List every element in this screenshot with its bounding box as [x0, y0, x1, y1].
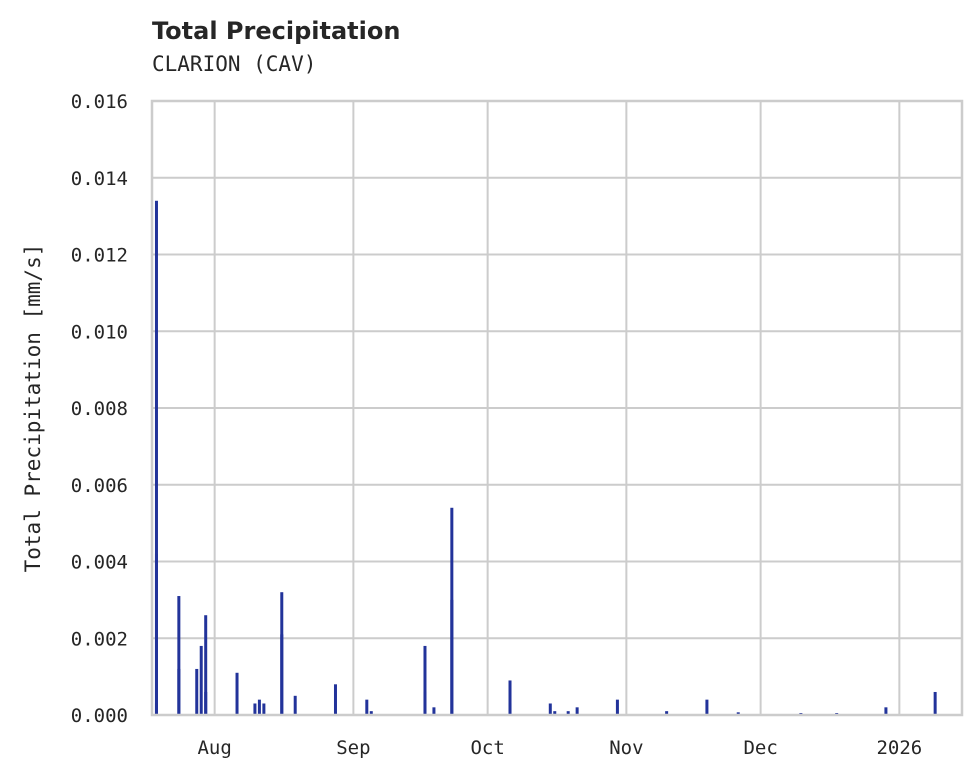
- precip-bar: [235, 672, 239, 715]
- y-tick-label: 0.000: [71, 705, 128, 727]
- precip-bar: [508, 680, 512, 715]
- precip-bar: [257, 699, 261, 715]
- precip-bar: [365, 699, 369, 715]
- precip-bar: [665, 711, 669, 715]
- x-tick-label: Aug: [197, 737, 231, 759]
- precip-bar: [736, 712, 740, 715]
- precip-bar: [195, 668, 199, 715]
- x-tick-label: Dec: [743, 737, 777, 759]
- precip-bar: [423, 645, 427, 715]
- data-series: [154, 200, 937, 715]
- precip-bar: [199, 645, 203, 715]
- precip-bar: [262, 703, 266, 715]
- precip-bar: [204, 615, 208, 715]
- y-tick-label: 0.012: [71, 245, 128, 267]
- precip-bar: [154, 553, 158, 715]
- plot-frame: [150, 99, 964, 717]
- precip-bar: [508, 703, 512, 715]
- precip-bar: [615, 699, 619, 715]
- precip-bar: [450, 599, 454, 715]
- precip-bar: [575, 707, 579, 715]
- precip-bar: [280, 634, 284, 715]
- precip-bar: [884, 707, 888, 715]
- precip-bar: [154, 200, 158, 715]
- x-tick-label: Sep: [336, 737, 370, 759]
- y-tick-label: 0.016: [71, 91, 128, 113]
- precip-bar: [253, 703, 257, 715]
- precip-bar: [177, 668, 181, 715]
- precip-bar: [423, 691, 427, 715]
- y-tick-label: 0.008: [71, 398, 128, 420]
- chart-subtitle: CLARION (CAV): [152, 52, 317, 76]
- y-tick-label: 0.014: [71, 168, 128, 190]
- precip-bar: [177, 596, 181, 715]
- x-axis-ticks: Aug Sep Oct Nov Dec 2026: [197, 737, 922, 759]
- x-tick-label: 2026: [876, 737, 922, 759]
- x-tick-label: Nov: [609, 737, 643, 759]
- y-tick-label: 0.006: [71, 475, 128, 497]
- precip-bar: [566, 711, 570, 715]
- precip-bar: [553, 711, 557, 715]
- y-axis-ticks: 0.000 0.002 0.004 0.006 0.008 0.010 0.012 0.014…: [71, 91, 128, 727]
- precip-bar: [548, 703, 552, 715]
- y-tick-label: 0.010: [71, 321, 128, 343]
- precip-bar: [933, 691, 937, 715]
- chart-title: Total Precipitation: [152, 17, 401, 45]
- precip-bar: [154, 703, 158, 715]
- precip-bar: [333, 684, 337, 715]
- x-tick-label: Oct: [470, 737, 504, 759]
- y-tick-label: 0.004: [71, 552, 128, 574]
- precip-bar: [293, 695, 297, 715]
- precip-bar: [369, 711, 373, 715]
- precip-bar: [432, 707, 436, 715]
- precip-bar: [204, 691, 208, 715]
- y-tick-label: 0.002: [71, 628, 128, 650]
- grid-lines: [152, 100, 962, 716]
- precip-bar: [705, 699, 709, 715]
